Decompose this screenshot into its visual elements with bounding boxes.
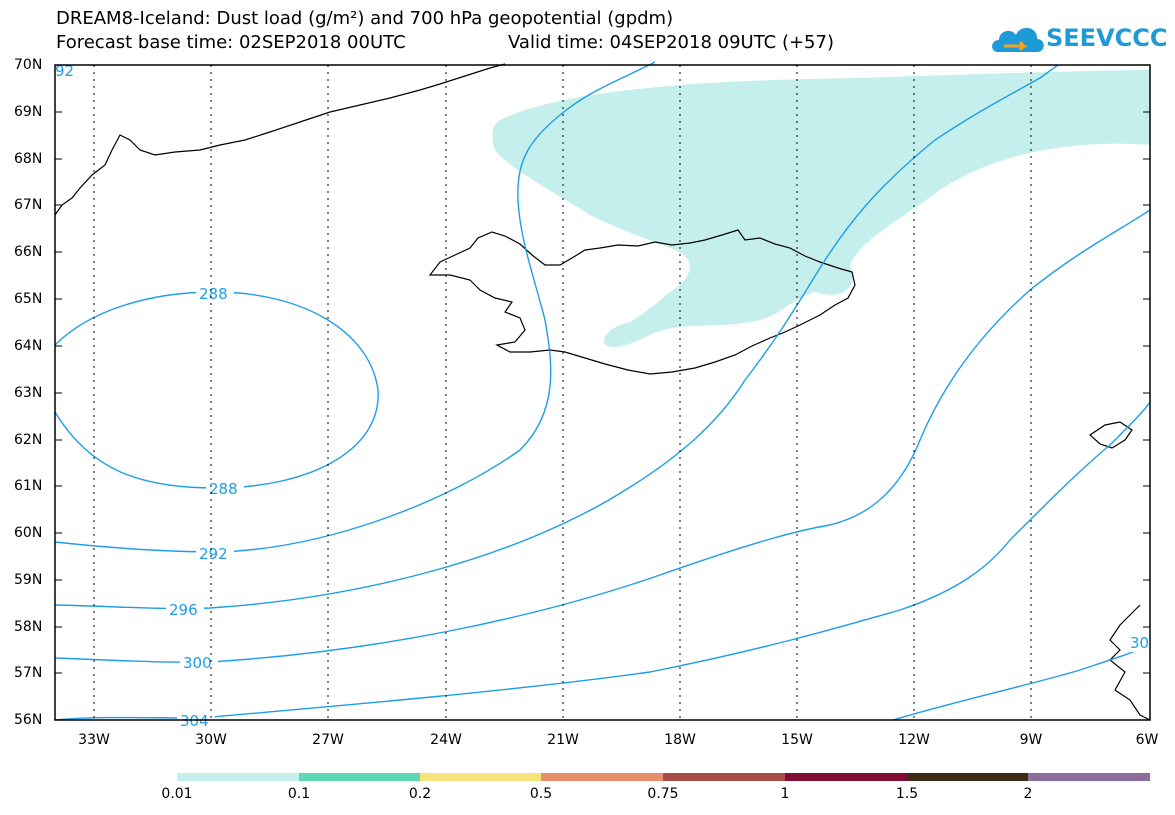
- colorbar-label: 0.1: [287, 786, 311, 802]
- lat-label: 64N: [14, 338, 43, 354]
- faroe-islands: [1089, 421, 1133, 449]
- contour-label-288-top: 288: [199, 285, 228, 303]
- latitude-ticks: [55, 111, 1150, 674]
- lat-label: 68N: [14, 151, 43, 167]
- lon-label: 15W: [781, 732, 813, 748]
- lat-label: 66N: [14, 244, 43, 260]
- lon-label: 9W: [1019, 732, 1043, 748]
- logo-text: SEEVCCC: [1046, 24, 1168, 52]
- colorbar: [177, 773, 1150, 781]
- colorbar-swatch-4: [663, 773, 785, 781]
- lat-label: 62N: [14, 432, 43, 448]
- colorbar-swatch-3: [541, 773, 663, 781]
- contour-label-92: 92: [55, 62, 74, 80]
- lon-label: 24W: [430, 732, 462, 748]
- valid-time: Valid time: 04SEP2018 09UTC (+57): [508, 32, 834, 53]
- contour-296: [54, 64, 1059, 610]
- colorbar-label: 1.5: [895, 786, 919, 802]
- lat-label: 63N: [14, 385, 43, 401]
- colorbar-label: 1: [780, 786, 790, 802]
- colorbar-swatch-5: [785, 773, 907, 781]
- lat-label: 60N: [14, 525, 43, 541]
- colorbar-swatch-1: [299, 773, 420, 781]
- colorbar-label: 0.75: [647, 786, 679, 802]
- colorbar-label: 0.5: [529, 786, 553, 802]
- lon-label: 30W: [195, 732, 227, 748]
- lat-label: 69N: [14, 104, 43, 120]
- map-title: DREAM8-Iceland: Dust load (g/m²) and 700…: [56, 8, 674, 29]
- contour-288-ring: [54, 291, 379, 489]
- lon-label: 18W: [664, 732, 696, 748]
- scotland-coastline: [1109, 604, 1151, 721]
- contour-label-292: 292: [199, 545, 228, 563]
- lon-label: 27W: [312, 732, 344, 748]
- lon-label: 6W: [1135, 732, 1159, 748]
- contour-300: [54, 209, 1151, 663]
- colorbar-swatch-0: [177, 773, 299, 781]
- colorbar-swatch-6: [907, 773, 1028, 781]
- lat-label: 56N: [14, 712, 43, 728]
- lat-label: 65N: [14, 291, 43, 307]
- colorbar-label: 0.2: [408, 786, 432, 802]
- contour-label-30: 30: [1130, 634, 1149, 652]
- lon-label: 33W: [78, 732, 110, 748]
- lat-label: 57N: [14, 665, 43, 681]
- greenland-coastline: [54, 63, 506, 216]
- contour-308: [892, 644, 1151, 721]
- contour-label-300: 300: [183, 654, 212, 672]
- lon-label: 12W: [898, 732, 930, 748]
- colorbar-swatch-7: [1028, 773, 1150, 781]
- lon-label: 21W: [547, 732, 579, 748]
- lat-label: 58N: [14, 619, 43, 635]
- colorbar-label: 2: [1023, 786, 1033, 802]
- iceland-coastline: [428, 229, 856, 375]
- cloud-icon: [992, 27, 1044, 52]
- forecast-base-time: Forecast base time: 02SEP2018 00UTC: [56, 32, 406, 53]
- colorbar-swatch-2: [420, 773, 541, 781]
- colorbar-label: 0.01: [161, 786, 193, 802]
- dust-plume: [492, 70, 1150, 347]
- contour-label-304: 304: [180, 712, 209, 730]
- seevccc-logo: SEEVCCC: [990, 18, 1168, 58]
- contour-label-288-bottom: 288: [209, 480, 238, 498]
- contour-label-296: 296: [169, 601, 198, 619]
- lat-label: 70N: [14, 57, 43, 73]
- lat-label: 67N: [14, 197, 43, 213]
- lat-label: 61N: [14, 478, 43, 494]
- lat-label: 59N: [14, 572, 43, 588]
